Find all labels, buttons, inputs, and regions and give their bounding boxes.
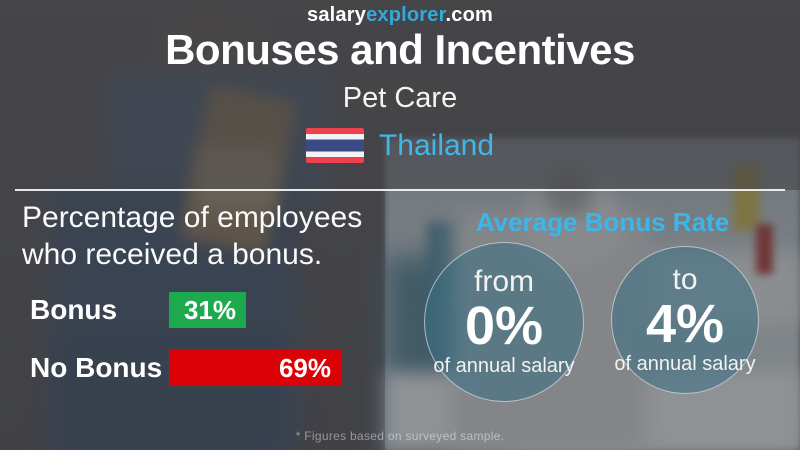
bonus-question-line1: Percentage of employees xyxy=(22,201,363,234)
bar-no-bonus: 69% xyxy=(169,350,341,386)
average-bonus-rate-heading: Average Bonus Rate xyxy=(475,207,730,237)
brand-part-explorer: explorer xyxy=(366,4,446,26)
circle-caption-to: of annual salary xyxy=(614,353,756,375)
circle-qualifier-to: to xyxy=(672,263,698,296)
circle-value-from: 0% xyxy=(464,296,544,356)
brand-part-salary: salary xyxy=(307,4,367,26)
circle-value-to: 4% xyxy=(645,294,725,354)
country-row: Thailand xyxy=(0,128,800,163)
divider-line xyxy=(15,189,785,191)
page-title: Bonuses and Incentives xyxy=(165,26,635,73)
circle-caption-from: of annual salary xyxy=(433,355,575,377)
brand-wordmark: salaryexplorer.com xyxy=(0,4,800,27)
bar-value-no-bonus: 69% xyxy=(278,352,331,383)
bonus-question-line2: who received a bonus. xyxy=(22,238,323,271)
footnote: * Figures based on surveyed sample. xyxy=(295,429,505,443)
bar-value-bonus: 31% xyxy=(183,294,236,325)
brand-part-com: .com xyxy=(445,4,493,26)
thailand-flag-icon xyxy=(305,128,364,163)
bar-label-no-bonus: No Bonus xyxy=(30,352,163,383)
bonus-rate-circle-to: to 4% of annual salary xyxy=(611,246,759,394)
bar-bonus: 31% xyxy=(169,292,246,328)
bar-label-bonus: Bonus xyxy=(30,294,118,325)
circle-qualifier-from: from xyxy=(474,265,534,298)
bonus-question-heading: Percentage of employees who received a b… xyxy=(22,199,362,273)
top-dark-overlay xyxy=(0,0,800,190)
bonus-rate-circle-from: from 0% of annual salary xyxy=(424,242,584,402)
country-name: Thailand xyxy=(378,128,495,162)
industry-subtitle: Pet Care xyxy=(342,82,458,114)
